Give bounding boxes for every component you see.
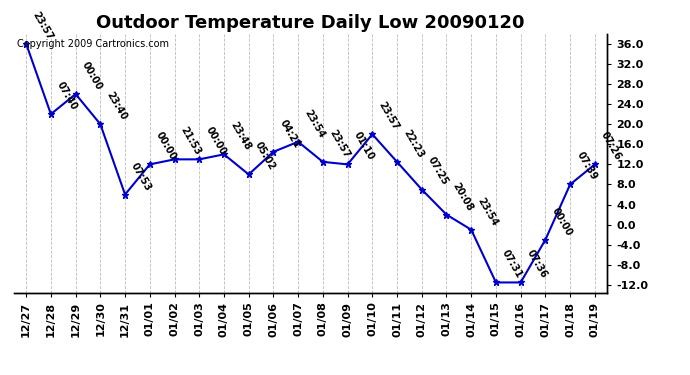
- Text: 23:54: 23:54: [302, 108, 326, 140]
- Text: 23:48: 23:48: [228, 120, 253, 152]
- Text: 07:25: 07:25: [426, 156, 450, 188]
- Title: Outdoor Temperature Daily Low 20090120: Outdoor Temperature Daily Low 20090120: [96, 14, 525, 32]
- Text: Copyright 2009 Cartronics.com: Copyright 2009 Cartronics.com: [17, 39, 169, 49]
- Text: 21:53: 21:53: [179, 125, 203, 157]
- Text: 23:57: 23:57: [377, 100, 401, 132]
- Text: 23:40: 23:40: [104, 90, 128, 122]
- Text: 00:00: 00:00: [549, 206, 573, 238]
- Text: 07:39: 07:39: [574, 150, 598, 182]
- Text: 20:08: 20:08: [451, 180, 475, 213]
- Text: 07:26: 07:26: [599, 130, 623, 162]
- Text: 05:02: 05:02: [253, 140, 277, 172]
- Text: 07:31: 07:31: [500, 249, 524, 280]
- Text: 07:53: 07:53: [129, 160, 153, 192]
- Text: 23:54: 23:54: [475, 196, 500, 228]
- Text: 00:00: 00:00: [80, 60, 104, 92]
- Text: 07:36: 07:36: [525, 249, 549, 280]
- Text: 23:57: 23:57: [327, 128, 351, 160]
- Text: 22:23: 22:23: [401, 128, 425, 160]
- Text: 00:00: 00:00: [204, 125, 228, 157]
- Text: 04:21: 04:21: [277, 118, 302, 150]
- Text: 23:57: 23:57: [30, 10, 55, 42]
- Text: 00:00: 00:00: [154, 130, 178, 162]
- Text: 01:10: 01:10: [352, 130, 376, 162]
- Text: 07:40: 07:40: [55, 80, 79, 112]
